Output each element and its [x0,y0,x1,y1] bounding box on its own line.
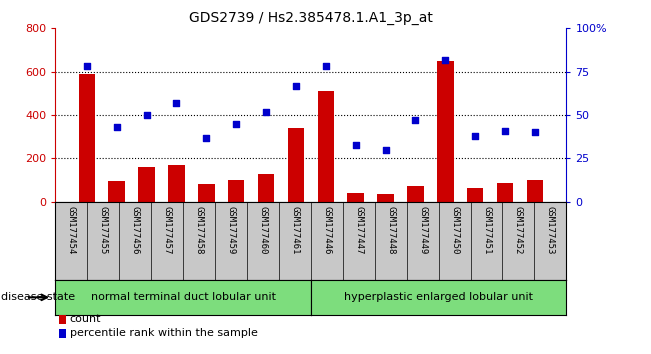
Bar [408,185,424,202]
Text: disease state: disease state [1,292,75,302]
Text: GSM177449: GSM177449 [418,206,427,254]
Point [530,130,540,135]
Bar [467,188,484,202]
Text: normal terminal duct lobular unit: normal terminal duct lobular unit [90,292,275,302]
Text: GSM177460: GSM177460 [258,206,268,254]
Text: GSM177456: GSM177456 [131,206,140,254]
Point [261,109,271,114]
Text: GSM177448: GSM177448 [386,206,395,254]
Bar [527,180,543,202]
Text: GSM177454: GSM177454 [67,206,76,254]
Point [440,57,450,62]
Point [291,83,301,88]
Bar [228,180,244,202]
Text: GSM177447: GSM177447 [354,206,363,254]
Point [201,135,212,141]
Bar [168,165,185,202]
Point [231,121,242,127]
Text: percentile rank within the sample: percentile rank within the sample [70,329,258,338]
Bar [79,74,95,202]
Point [410,118,421,123]
Point [350,142,361,147]
Point [81,64,92,69]
Bar [348,193,364,202]
Text: GSM177459: GSM177459 [227,206,236,254]
Bar [288,128,304,202]
Text: hyperplastic enlarged lobular unit: hyperplastic enlarged lobular unit [344,292,533,302]
Bar [109,181,125,202]
Bar [198,184,214,202]
Text: GSM177450: GSM177450 [450,206,459,254]
Point [380,147,391,153]
Bar [437,61,454,202]
Text: GSM177457: GSM177457 [163,206,172,254]
Bar [138,167,155,202]
Text: GSM177452: GSM177452 [514,206,523,254]
Point [500,128,510,133]
Text: GSM177458: GSM177458 [195,206,204,254]
Point [171,100,182,106]
Text: GSM177446: GSM177446 [322,206,331,254]
Bar [258,173,274,202]
Title: GDS2739 / Hs2.385478.1.A1_3p_at: GDS2739 / Hs2.385478.1.A1_3p_at [189,11,433,24]
Point [470,133,480,139]
Point [141,112,152,118]
Point [320,64,331,69]
Point [111,124,122,130]
Bar [497,183,513,202]
Bar [318,91,334,202]
Bar [378,194,394,202]
Text: GSM177455: GSM177455 [99,206,108,254]
Text: GSM177453: GSM177453 [546,206,555,254]
Text: count: count [70,314,101,324]
Text: GSM177451: GSM177451 [482,206,491,254]
Text: GSM177461: GSM177461 [290,206,299,254]
